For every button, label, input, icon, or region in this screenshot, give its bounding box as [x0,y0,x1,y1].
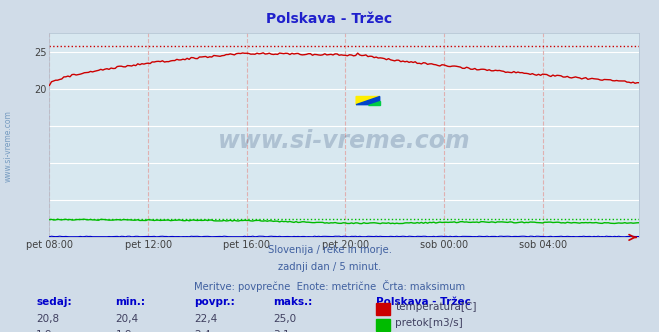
Text: 2,4: 2,4 [194,330,211,332]
Text: 25,0: 25,0 [273,314,297,324]
Text: temperatura[C]: temperatura[C] [395,302,477,312]
Text: Polskava - Tržec: Polskava - Tržec [266,12,393,26]
Text: pretok[m3/s]: pretok[m3/s] [395,318,463,328]
Text: 22,4: 22,4 [194,314,217,324]
Polygon shape [368,101,380,105]
Text: www.si-vreme.com: www.si-vreme.com [3,110,13,182]
Text: 1,9: 1,9 [36,330,53,332]
Text: min.:: min.: [115,297,146,307]
Text: 3,1: 3,1 [273,330,290,332]
Text: povpr.:: povpr.: [194,297,235,307]
Polygon shape [356,97,380,105]
Text: Slovenija / reke in morje.: Slovenija / reke in morje. [268,245,391,255]
Text: 20,4: 20,4 [115,314,138,324]
Text: 20,8: 20,8 [36,314,59,324]
Text: 1,9: 1,9 [115,330,132,332]
Text: zadnji dan / 5 minut.: zadnji dan / 5 minut. [278,262,381,272]
Text: www.si-vreme.com: www.si-vreme.com [218,129,471,153]
Text: Polskava - Tržec: Polskava - Tržec [376,297,471,307]
Text: maks.:: maks.: [273,297,313,307]
Text: sedaj:: sedaj: [36,297,72,307]
Text: Meritve: povprečne  Enote: metrične  Črta: maksimum: Meritve: povprečne Enote: metrične Črta:… [194,280,465,291]
Polygon shape [356,97,380,105]
